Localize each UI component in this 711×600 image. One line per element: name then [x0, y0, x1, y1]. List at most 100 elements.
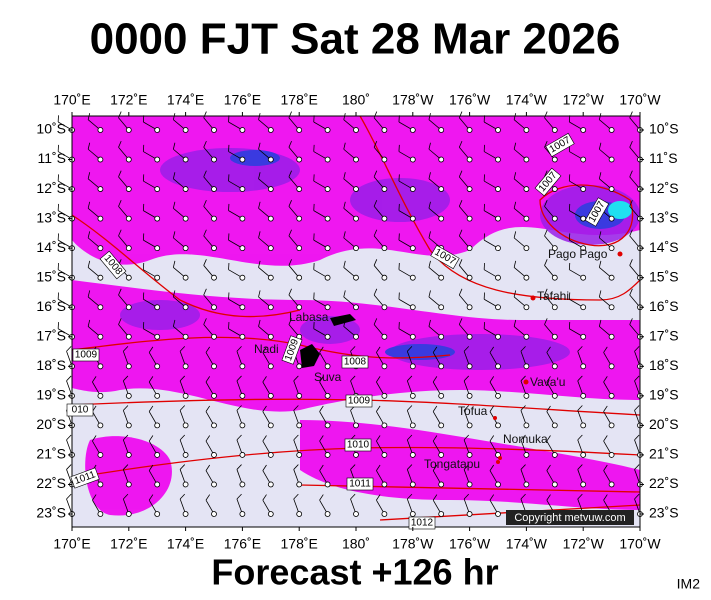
wind-barb — [603, 405, 615, 429]
barb-flag — [376, 376, 381, 383]
barb-station — [580, 452, 587, 458]
barb-station — [608, 333, 615, 340]
barb-flag — [118, 288, 122, 296]
barb-flag — [428, 319, 431, 327]
barb-flag — [205, 405, 211, 412]
barb-flag — [598, 172, 602, 179]
barb-flag — [428, 172, 431, 179]
barb-station — [239, 156, 246, 163]
lat-label: 14˚S — [36, 239, 66, 255]
wind-barb — [262, 435, 274, 458]
barb-station — [125, 156, 132, 163]
wind-barb — [236, 346, 246, 370]
barb-flag — [205, 464, 211, 471]
barb-flag — [313, 144, 315, 152]
barb-flag — [428, 290, 431, 298]
wind-barb — [489, 346, 501, 370]
place-label: Nomuka — [503, 432, 548, 446]
wind-barb — [463, 493, 473, 517]
barb-flag — [376, 346, 381, 353]
barb-station — [466, 481, 473, 488]
barb-flag — [343, 231, 346, 238]
wind-barb — [373, 200, 388, 222]
barb-station — [97, 127, 104, 133]
barb-flag — [577, 434, 583, 441]
wind-barb — [398, 233, 416, 252]
barb-station — [239, 511, 246, 517]
barb-station — [580, 304, 587, 311]
title: 0000 FJT Sat 28 Mar 2026 — [90, 15, 621, 64]
barb-station — [495, 481, 501, 488]
barb-flag — [546, 494, 551, 501]
wind-barb — [319, 435, 331, 458]
barb-flag — [262, 346, 267, 353]
wind-barb — [172, 142, 189, 163]
wind-barb — [568, 233, 587, 252]
barb-flag — [513, 142, 517, 150]
barb-flag — [373, 140, 378, 148]
wind-barb — [376, 346, 388, 370]
barb-flag — [544, 318, 548, 325]
barb-station — [438, 156, 445, 163]
barb-station — [523, 274, 530, 281]
wind-barb — [513, 290, 530, 311]
barb-flag — [148, 405, 154, 412]
barb-station — [608, 274, 615, 281]
wind-barb — [398, 322, 416, 340]
barb-station — [608, 215, 615, 222]
barb-station — [381, 274, 388, 281]
barb-station — [353, 245, 359, 252]
wind-barb — [236, 493, 246, 517]
wind-barb — [203, 229, 217, 252]
barb-station — [409, 452, 416, 458]
barb-station — [409, 127, 416, 133]
barb-station — [182, 304, 189, 311]
barb-station — [97, 392, 104, 399]
barb-flag — [57, 174, 59, 182]
isobar-box — [99, 250, 127, 280]
wind-barb — [179, 375, 189, 399]
isobar-box — [408, 516, 436, 530]
wind-barb — [406, 434, 416, 458]
isobar-box — [534, 167, 562, 197]
barb-flag — [293, 493, 299, 500]
barb-flag — [203, 170, 207, 177]
barb-flag — [489, 376, 495, 383]
barb-flag — [228, 262, 230, 270]
barb-station — [267, 333, 274, 340]
barb-station — [296, 363, 303, 370]
barb-station — [438, 186, 445, 192]
barb-flag — [313, 203, 315, 211]
wind-barb — [483, 115, 501, 133]
barb-flag — [376, 464, 381, 471]
barb-flag — [463, 375, 470, 382]
barb-station — [125, 392, 132, 399]
barb-station — [495, 245, 501, 252]
barb-station — [495, 215, 501, 222]
wind-barb — [258, 260, 274, 281]
barb-flag — [343, 290, 346, 298]
barb-flag — [428, 201, 431, 209]
barb-station — [324, 422, 331, 429]
barb-station — [495, 304, 501, 311]
barb-flag — [513, 319, 517, 327]
barb-flag — [203, 111, 207, 118]
lon-label: 172˚E — [110, 536, 147, 552]
wind-barb — [544, 259, 558, 281]
barb-flag — [603, 464, 608, 471]
barb-flag — [350, 464, 356, 470]
barb-flag — [293, 375, 299, 382]
wind-barb — [428, 201, 445, 222]
wind-barb — [148, 494, 161, 517]
barb-flag — [513, 260, 517, 268]
wind-barb — [520, 405, 530, 429]
barb-station — [466, 274, 473, 281]
wind-barb — [568, 292, 587, 311]
barb-station — [97, 186, 104, 192]
wind-barb — [57, 322, 75, 340]
wind-barb — [179, 346, 189, 370]
barb-station — [97, 363, 104, 370]
barb-station — [154, 452, 161, 458]
barb-station — [239, 186, 246, 192]
barb-station — [324, 481, 331, 488]
